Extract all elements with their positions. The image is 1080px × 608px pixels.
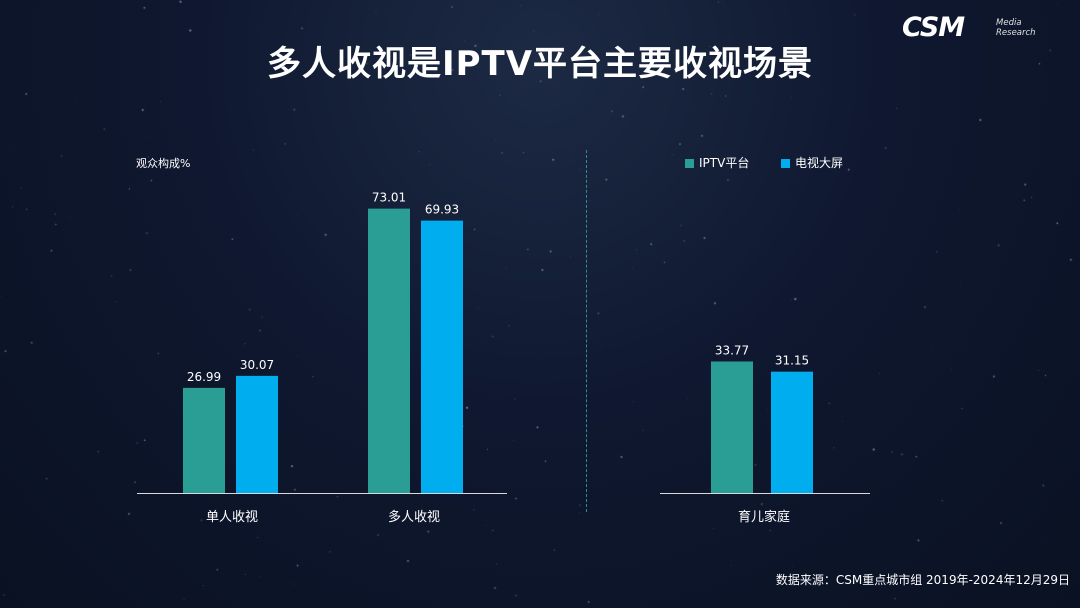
- logo-sub-text: Media Research: [996, 18, 1036, 38]
- page-title: 多人收视是IPTV平台主要收视场景: [266, 44, 814, 84]
- legend-label-tv: 电视大屏: [795, 156, 844, 170]
- bar: [771, 371, 813, 493]
- legend-label-iptv: IPTV平台: [699, 156, 750, 170]
- logo-sub-line1: Media: [996, 18, 1022, 28]
- bar: [183, 387, 225, 493]
- csm-logo: CSM Media Research: [902, 12, 1052, 46]
- legend-item-tv: 电视大屏: [781, 154, 843, 171]
- bar: [368, 208, 410, 494]
- logo-sub-line2: Research: [996, 28, 1036, 38]
- bar: [421, 220, 463, 493]
- data-label: 69.93: [425, 203, 459, 217]
- logo-main-text: CSM: [902, 12, 965, 43]
- y-axis-label: 观众构成%: [136, 157, 191, 170]
- category-label: 多人收视: [388, 509, 440, 525]
- data-label: 73.01: [372, 191, 406, 205]
- bar: [711, 361, 753, 493]
- legend-item-iptv: IPTV平台: [685, 154, 749, 171]
- legend-swatch-iptv: [685, 159, 694, 168]
- data-label: 26.99: [187, 370, 221, 384]
- data-label: 33.77: [715, 343, 749, 357]
- data-label: 30.07: [240, 358, 274, 372]
- bar: [236, 375, 278, 493]
- category-label: 单人收视: [206, 510, 258, 525]
- data-label: 31.15: [775, 354, 809, 368]
- category-label: 育儿家庭: [738, 509, 790, 525]
- data-source-note: 数据来源：CSM重点城市组 2019年-2024年12月29日: [775, 573, 1070, 587]
- legend-swatch-tv: [781, 159, 790, 168]
- panel-divider: [586, 150, 587, 512]
